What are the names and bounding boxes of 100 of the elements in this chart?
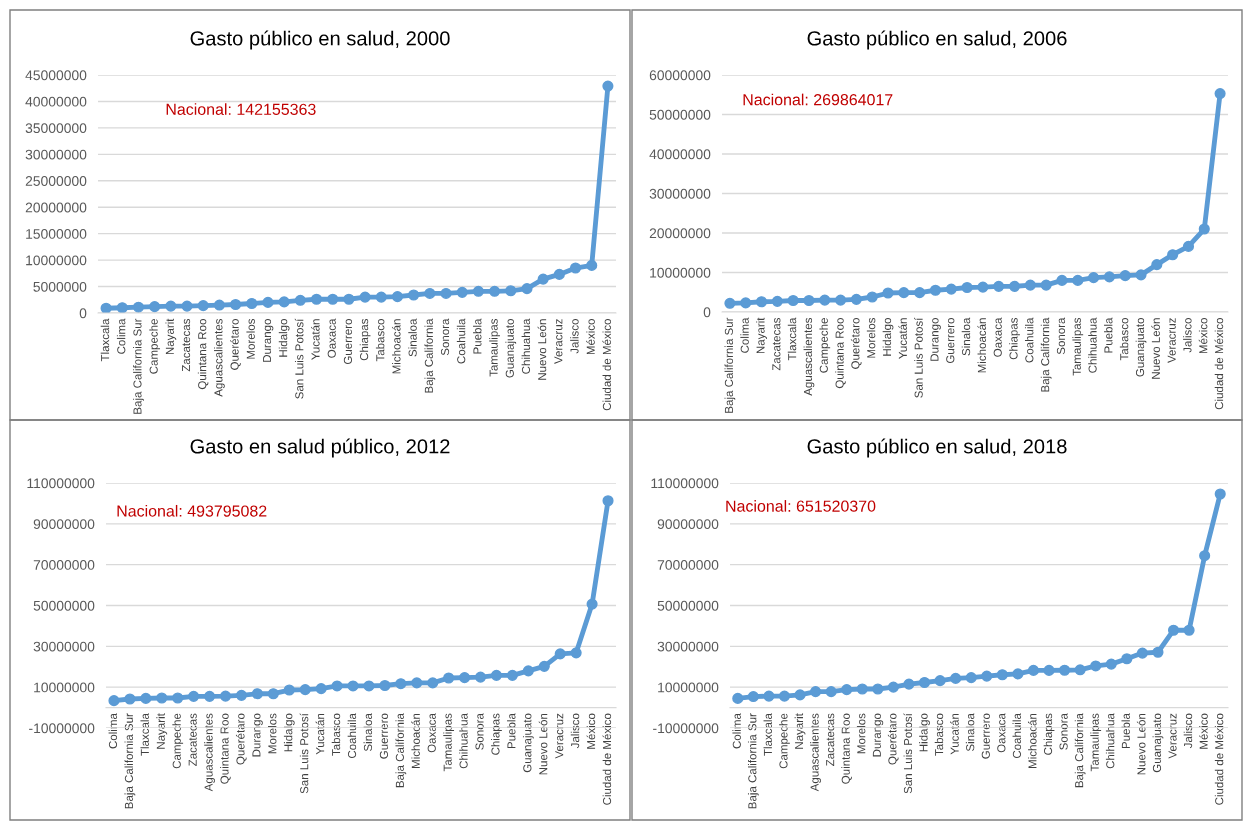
point [310, 293, 323, 305]
point [1151, 259, 1163, 271]
point [950, 672, 962, 684]
point [740, 297, 752, 309]
annotation: Nacional: 142155363 [166, 103, 316, 115]
point [1090, 660, 1102, 672]
x-tick-label: Puebla [473, 318, 482, 354]
point [489, 285, 501, 297]
x-tick-label: Tabasco [375, 319, 385, 362]
point [213, 299, 225, 311]
point [278, 296, 290, 308]
x-tick-label: Yucatán [898, 318, 907, 359]
x-tick-label: México [1199, 713, 1208, 749]
point [456, 286, 468, 298]
point [181, 300, 193, 312]
x-tick-label: Baja California [395, 713, 407, 788]
y-tick-label: 10000000 [34, 682, 95, 693]
point [819, 294, 831, 306]
point [204, 690, 216, 702]
x-tick-label: Quintana Roo [841, 713, 852, 784]
y-tick-label: 20000000 [649, 228, 711, 239]
point [1072, 274, 1084, 286]
y-tick-label: 30000000 [25, 149, 87, 160]
y-tick-label: -10000000 [29, 723, 95, 734]
x-tick-label: Tlaxcala [140, 713, 149, 756]
point [124, 693, 136, 705]
point [156, 692, 168, 704]
y-tick-label: 20000000 [25, 202, 87, 213]
y-tick-label: 50000000 [657, 600, 719, 611]
x-tick-label: Oaxaca [997, 713, 1006, 753]
x-tick-label: Nuevo León [538, 713, 548, 775]
point [267, 688, 279, 700]
point [395, 678, 407, 690]
x-tick-label: Oaxaca [427, 713, 436, 753]
point [363, 680, 375, 692]
x-tick-label: Quintana Roo [220, 713, 231, 784]
point [521, 283, 533, 295]
x-tick-label: Colima [740, 317, 749, 353]
y-tick-label: 50000000 [33, 600, 95, 611]
point [235, 689, 248, 701]
x-tick-label: Yucatán [315, 713, 325, 755]
point [747, 691, 759, 703]
x-tick-label: Colima [108, 713, 118, 749]
point [116, 302, 128, 313]
y-tick-label: 60000000 [649, 70, 711, 81]
x-tick-label: Ciudad de México [1214, 713, 1224, 805]
x-tick-label: Querétaro [230, 319, 241, 370]
y-tick-label: 30000000 [649, 188, 711, 199]
x-tick-label: Baja California Sur [724, 317, 736, 413]
point [327, 293, 339, 305]
point [1088, 272, 1100, 284]
x-tick-label: Ciudad de México [602, 319, 611, 411]
x-tick-label: Veracruz [1167, 318, 1176, 363]
point [1059, 664, 1071, 676]
x-tick-label: Tlaxcala [100, 318, 110, 362]
point [1024, 279, 1036, 291]
x-tick-label: Querétaro [887, 713, 899, 765]
point [1119, 270, 1131, 282]
point [570, 647, 582, 659]
point [898, 287, 910, 299]
point [522, 665, 534, 677]
point [299, 684, 311, 696]
x-tick-label: Baja California [1074, 713, 1086, 788]
point [165, 300, 177, 312]
point [262, 296, 274, 308]
x-tick-label: Sinaloa [965, 713, 975, 752]
chart-title: Gasto público en salud, 2018 [807, 438, 1067, 458]
y-tick-label: 30000000 [657, 641, 719, 652]
point [993, 280, 1005, 292]
x-tick-label: Campeche [172, 713, 184, 769]
x-tick-label: Quintana Roo [197, 319, 209, 390]
x-tick-label: Ciudad de México [602, 713, 612, 805]
point [506, 669, 518, 681]
point [283, 684, 295, 696]
x-tick-label: Sonora [1059, 713, 1068, 750]
x-tick-label: Tamaulipas [443, 713, 455, 772]
point [602, 80, 614, 92]
x-tick-label: Durango [263, 319, 274, 362]
point [359, 291, 371, 303]
x-tick-label: Michoacán [1027, 713, 1037, 768]
chart-title: Gasto público en salud, 2000 [190, 30, 450, 50]
x-tick-label: Quintana Roo [835, 318, 846, 389]
x-tick-label: Aguascalientes [810, 713, 821, 792]
point [1074, 664, 1086, 676]
x-tick-label: Nuevo León [1136, 713, 1146, 775]
x-tick-label: Guerrero [981, 713, 990, 759]
point [149, 301, 161, 313]
point [347, 680, 359, 692]
point [981, 670, 993, 682]
point [929, 284, 942, 296]
x-tick-label: Chihuahua [459, 713, 468, 769]
point [472, 285, 484, 297]
point [474, 671, 487, 683]
x-tick-label: San Luis Potosí [294, 318, 304, 399]
point [732, 692, 744, 704]
point [100, 302, 112, 313]
y-tick-label: 90000000 [657, 519, 719, 529]
x-tick-label: Colima [732, 713, 741, 749]
x-tick-label: Tamaulipas [1072, 317, 1084, 376]
point [1199, 550, 1211, 562]
